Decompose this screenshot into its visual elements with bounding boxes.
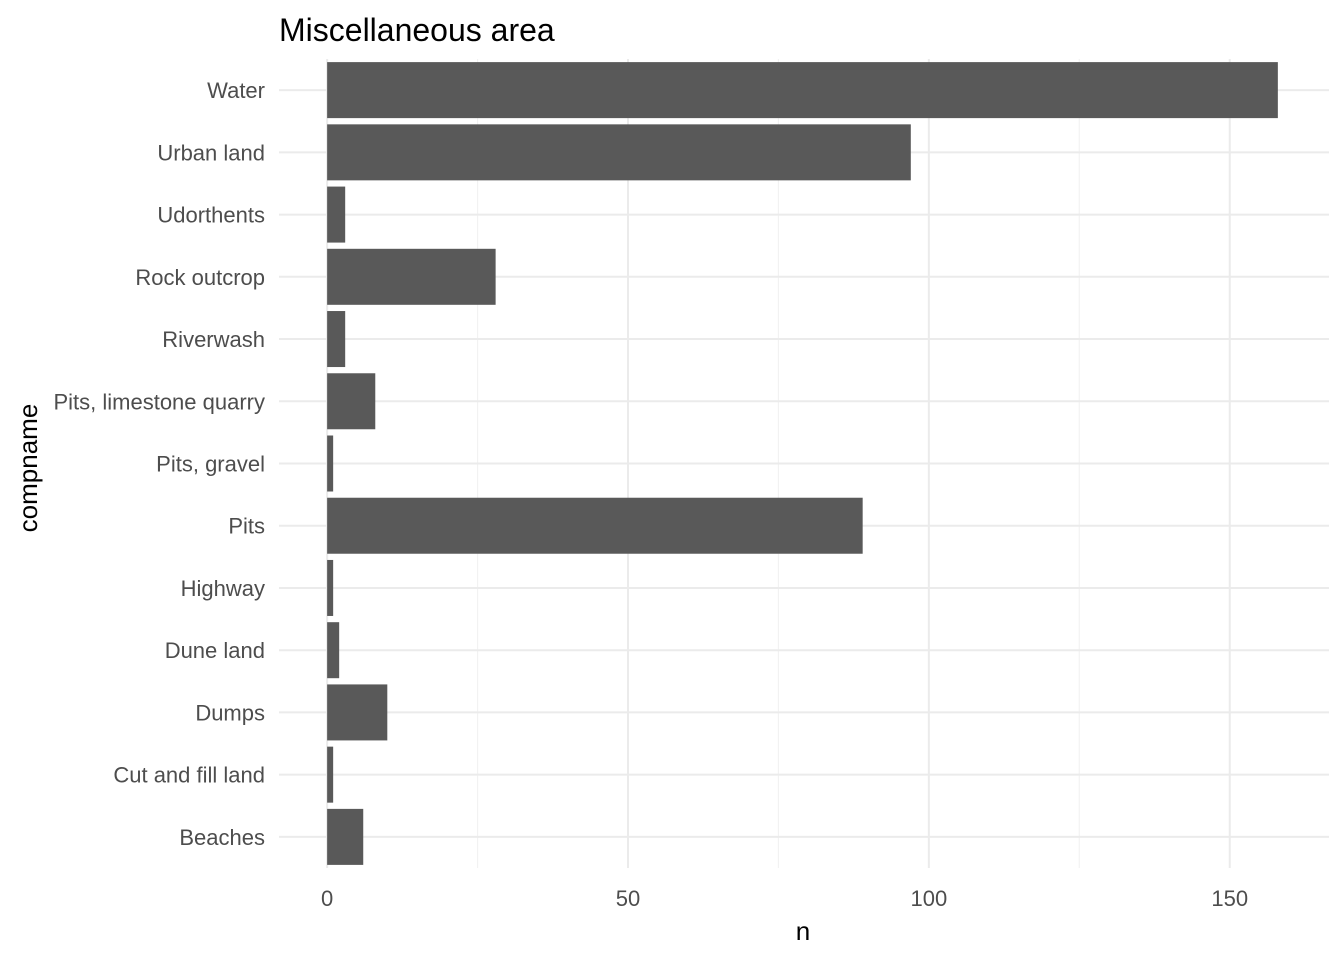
bars — [327, 62, 1278, 865]
y-tick-label: Water — [207, 78, 265, 103]
bar — [327, 248, 496, 305]
y-tick-label: Pits — [228, 514, 265, 539]
x-axis-title: n — [796, 916, 810, 946]
bar — [327, 684, 388, 741]
y-tick-label: Dune land — [165, 638, 265, 663]
x-tick-labels: 0 50 100 150 — [321, 886, 1248, 911]
y-tick-label: Urban land — [157, 140, 265, 165]
y-tick-label: Udorthents — [157, 203, 265, 228]
x-tick-label: 150 — [1211, 886, 1248, 911]
x-tick-label: 100 — [910, 886, 947, 911]
y-tick-label: Beaches — [179, 825, 265, 850]
bar — [327, 808, 364, 865]
y-tick-label: Dumps — [195, 700, 265, 725]
bar — [327, 622, 340, 679]
y-axis-title: compname — [13, 404, 43, 533]
x-tick-label: 0 — [321, 886, 333, 911]
x-tick-label: 50 — [616, 886, 640, 911]
y-tick-labels: Beaches Cut and fill land Dumps Dune land Hi… — [53, 78, 265, 850]
bar — [327, 746, 334, 803]
y-tick-label: Highway — [181, 576, 265, 601]
y-tick-label: Riverwash — [162, 327, 265, 352]
bar — [327, 124, 911, 181]
y-tick-label: Pits, gravel — [156, 452, 265, 477]
bar — [327, 435, 334, 492]
y-tick-label: Rock outcrop — [135, 265, 265, 290]
bar — [327, 186, 346, 243]
bar — [327, 373, 376, 430]
bar — [327, 311, 346, 368]
bar — [327, 62, 1278, 119]
chart-title: Miscellaneous area — [279, 12, 555, 48]
bar — [327, 497, 863, 554]
y-tick-label: Cut and fill land — [113, 763, 265, 788]
bar — [327, 559, 334, 616]
y-tick-label: Pits, limestone quarry — [53, 389, 265, 414]
